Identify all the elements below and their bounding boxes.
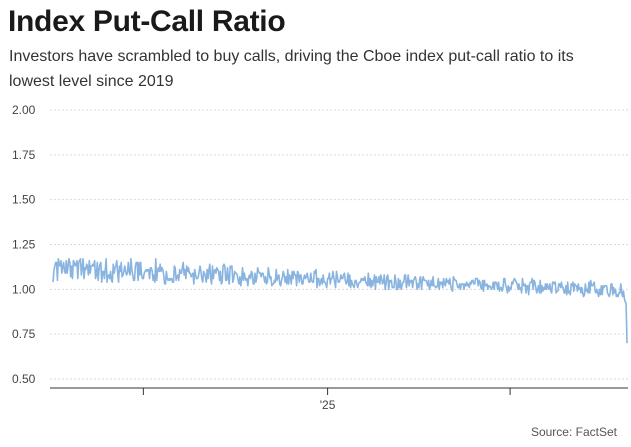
y-tick-label: 0.50 [12, 372, 36, 386]
chart-title: Index Put-Call Ratio [8, 5, 286, 38]
y-tick-label: 1.00 [12, 282, 36, 296]
chart-subtitle: Investors have scrambled to buy calls, d… [9, 48, 574, 90]
x-axis-ticks: '25 [142, 388, 511, 412]
y-tick-label: 2.00 [12, 103, 36, 117]
series-line-put-call-ratio [52, 258, 628, 344]
y-tick-label: 1.25 [12, 238, 36, 252]
source-note: Source: FactSet [530, 425, 617, 439]
y-tick-label: 0.75 [12, 327, 36, 341]
y-tick-label: 1.50 [12, 193, 36, 207]
y-axis-tick-labels: 0.50 0.75 1.00 1.25 1.50 1.75 2.00 [12, 103, 36, 386]
x-tick-label: '25 [320, 398, 336, 412]
y-tick-label: 1.75 [12, 148, 36, 162]
gridlines [50, 109, 628, 380]
